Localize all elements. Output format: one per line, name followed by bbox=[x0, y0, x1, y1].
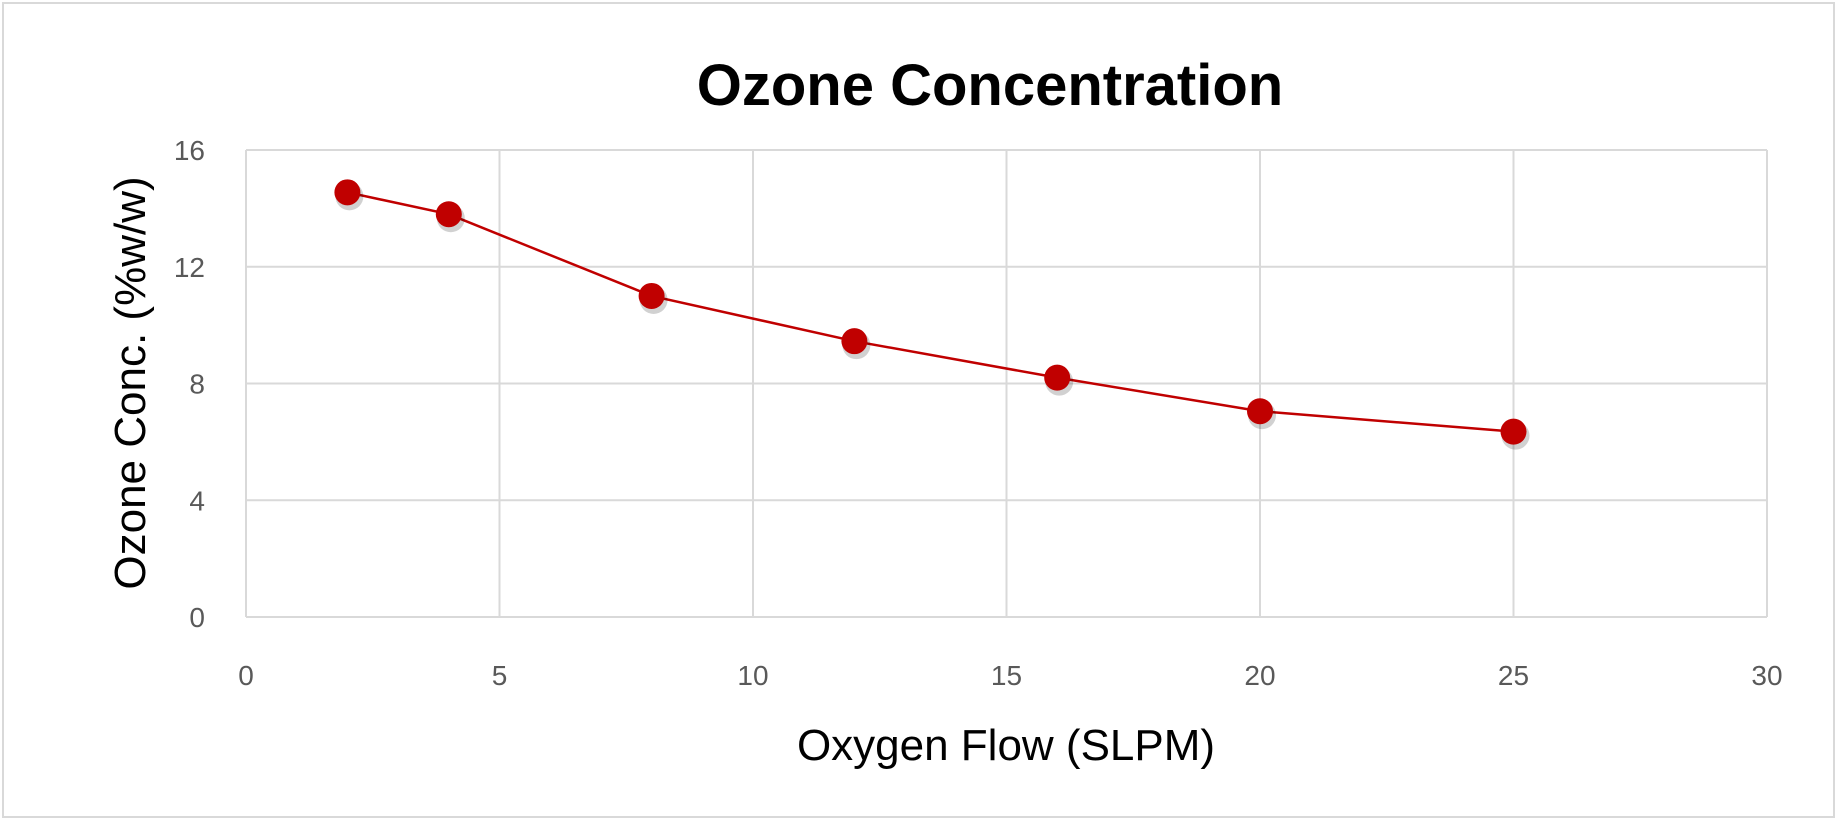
gridlines bbox=[245, 149, 1768, 618]
data-point bbox=[435, 201, 462, 228]
y-axis-label: Ozone Conc. (%w/w) bbox=[106, 176, 155, 589]
x-tick-label: 25 bbox=[1498, 660, 1529, 691]
data-point bbox=[1500, 418, 1527, 445]
x-tick-label: 15 bbox=[991, 660, 1022, 691]
x-tick-label: 10 bbox=[737, 660, 768, 691]
y-tick-label: 16 bbox=[174, 135, 205, 166]
y-tick-label: 12 bbox=[174, 252, 205, 283]
x-tick-label: 20 bbox=[1244, 660, 1275, 691]
x-tick-label: 30 bbox=[1751, 660, 1782, 691]
data-point bbox=[334, 179, 361, 206]
y-tick-label: 0 bbox=[189, 602, 205, 633]
x-axis-label: Oxygen Flow (SLPM) bbox=[797, 721, 1215, 770]
series-layer bbox=[334, 179, 1530, 450]
data-point bbox=[841, 328, 868, 355]
y-tick-labels: 0 4 8 12 16 bbox=[174, 135, 205, 633]
x-tick-label: 5 bbox=[492, 660, 508, 691]
x-tick-labels: 0 5 10 15 20 25 30 bbox=[238, 660, 1782, 691]
data-point bbox=[1044, 364, 1071, 391]
chart-title: Ozone Concentration bbox=[697, 53, 1283, 118]
data-point bbox=[638, 282, 665, 309]
y-tick-label: 4 bbox=[189, 485, 205, 516]
x-tick-label: 0 bbox=[238, 660, 254, 691]
data-point bbox=[1247, 398, 1273, 425]
y-tick-label: 8 bbox=[189, 369, 205, 400]
